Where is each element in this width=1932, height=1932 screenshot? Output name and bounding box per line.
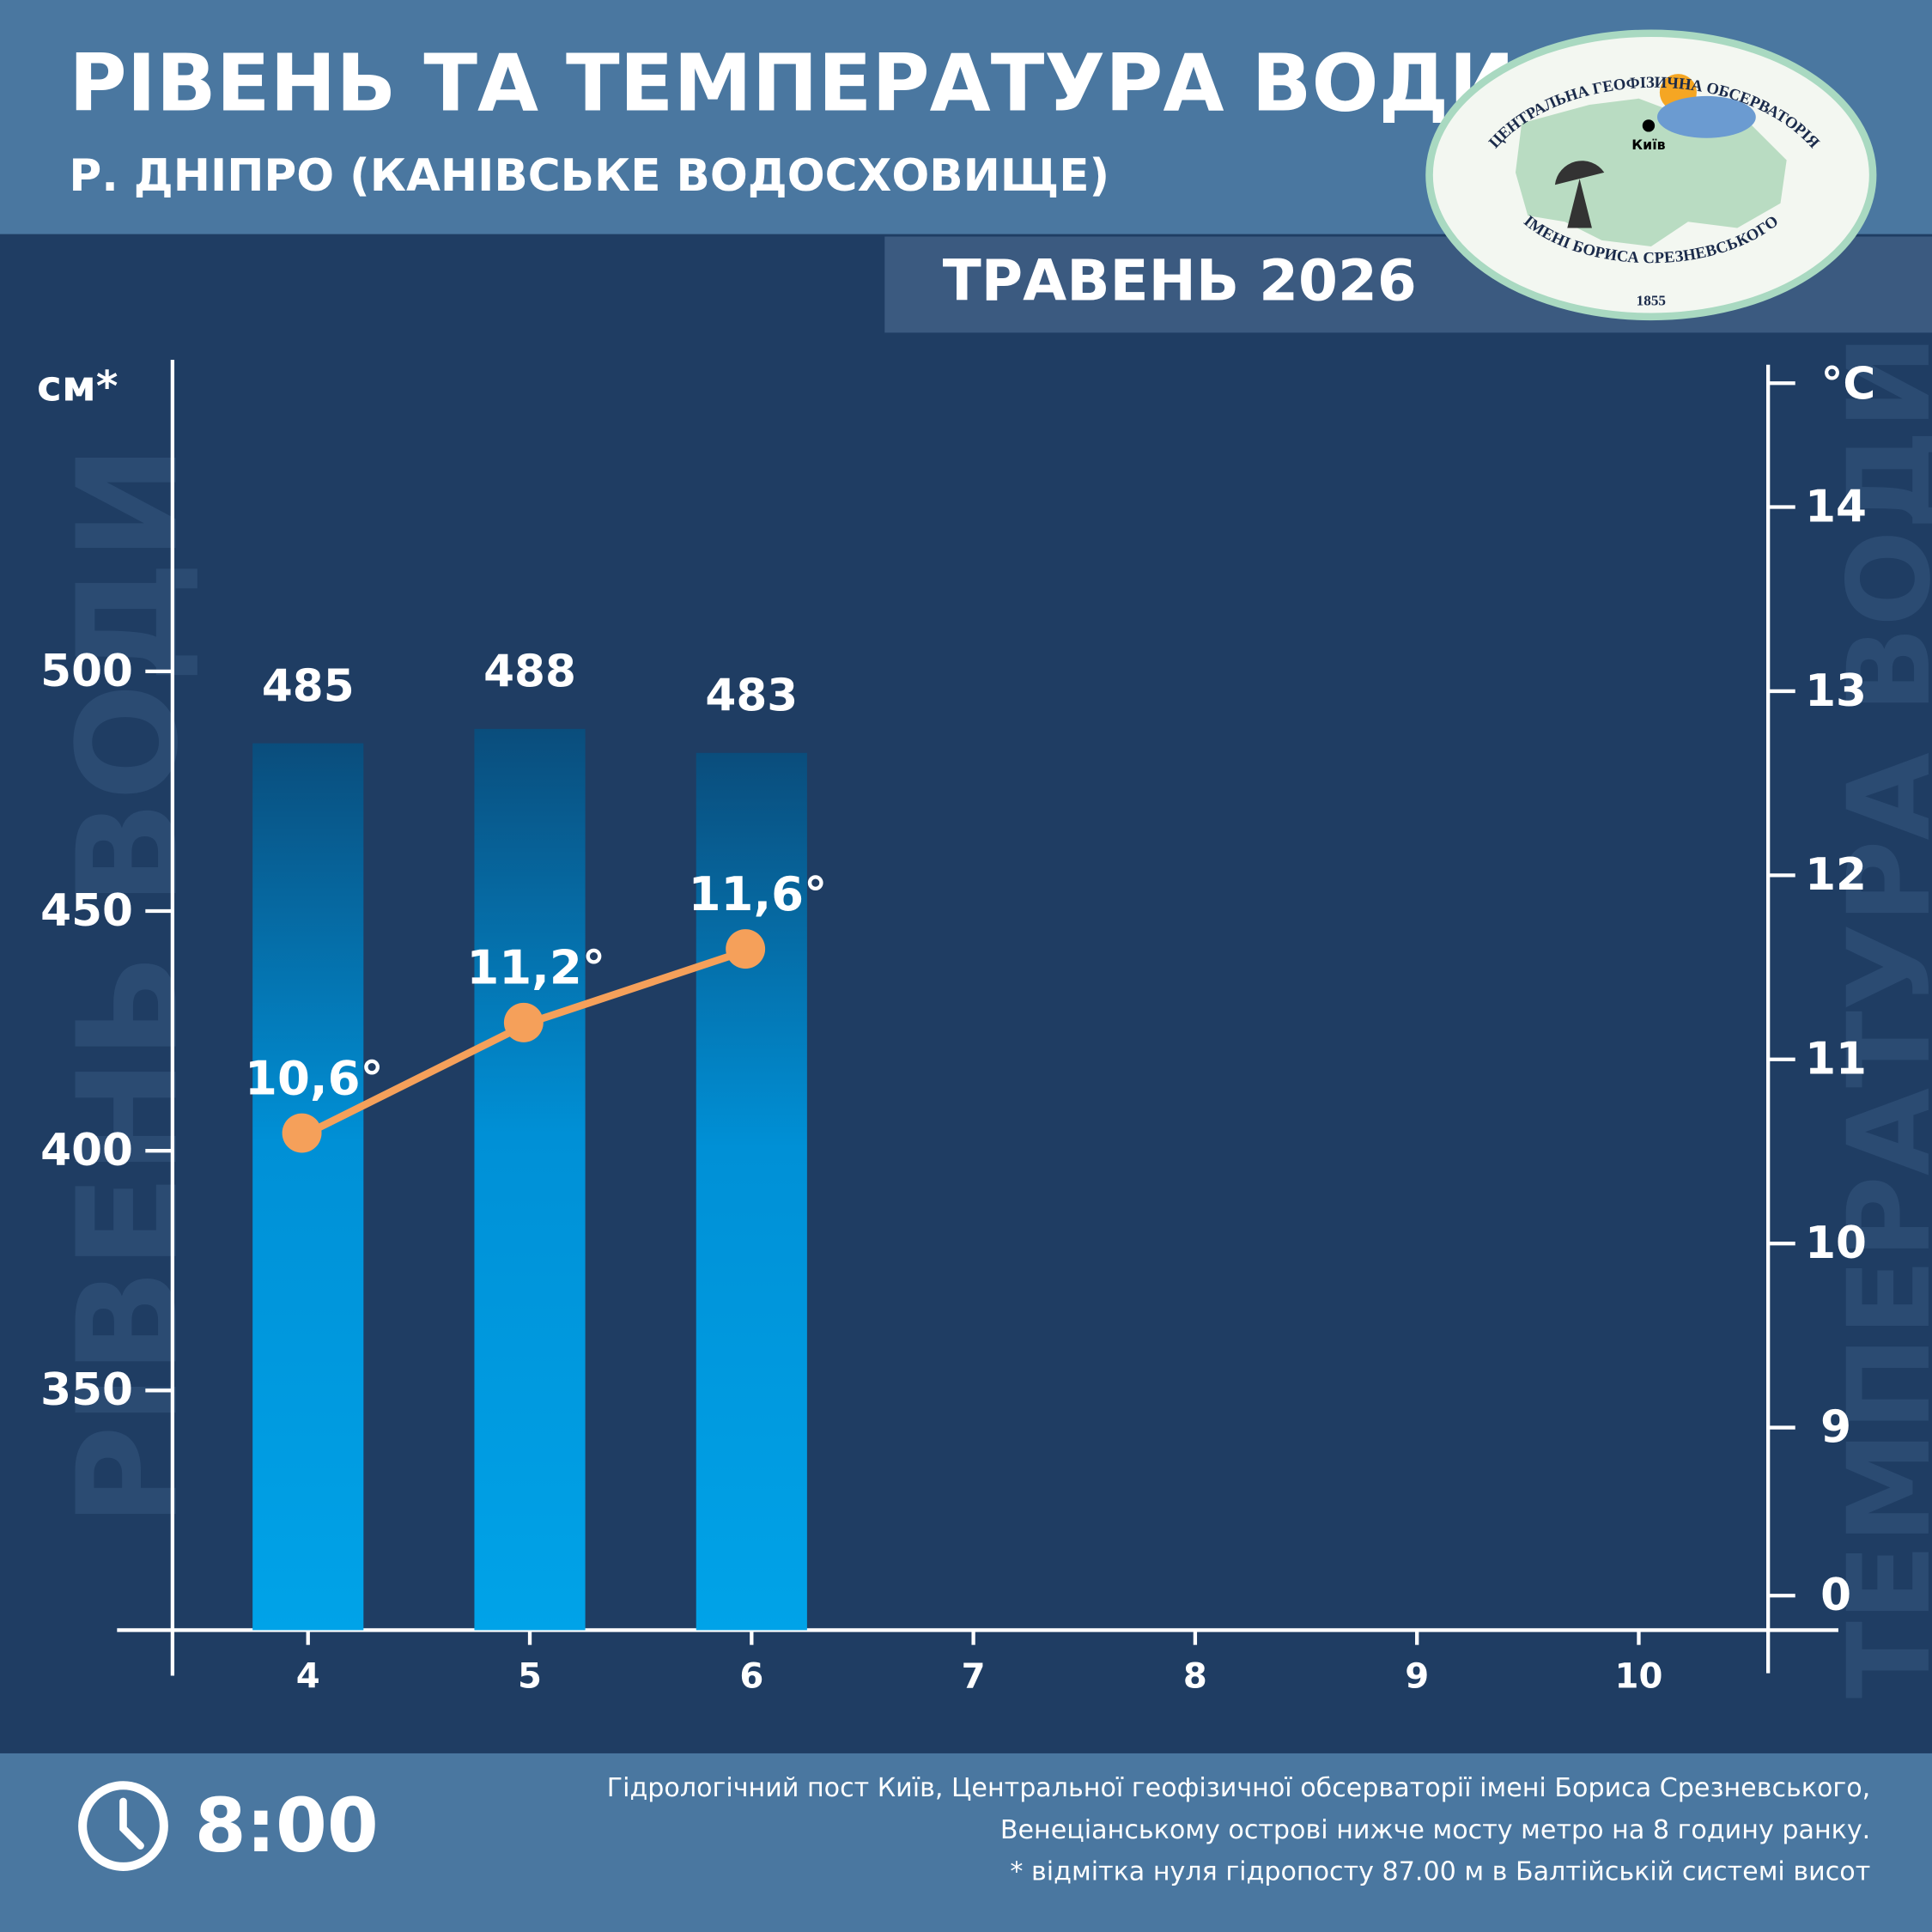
logo-antenna	[1554, 161, 1605, 228]
footer-line: Венеціанському острові нижче мосту метро…	[1000, 1815, 1870, 1845]
title: РІВЕНЬ ТА ТЕМПЕРАТУРА ВОДИ	[69, 38, 1515, 130]
bar	[252, 743, 364, 1631]
y2-watermark: ТЕМПЕРАТУРА ВОДИ	[1824, 335, 1932, 1699]
footer-line: * відмітка нуля гідропосту 87.00 м в Бал…	[1010, 1857, 1870, 1887]
temperature-point	[282, 1113, 322, 1153]
logo-year: 1855	[1637, 293, 1666, 309]
logo-cloud	[1657, 95, 1756, 138]
logo-city: Київ	[1631, 137, 1665, 153]
y-tick-label: 350	[40, 1364, 133, 1416]
x-tick-label: 10	[1615, 1656, 1663, 1696]
y-tick-label: 500	[40, 646, 133, 697]
y-watermark: РІВЕНЬ ВОДИ	[48, 445, 209, 1527]
y2-tick-label: 12	[1805, 849, 1867, 901]
temperature-label: 10,6°	[245, 1050, 384, 1105]
x-tick-label: 7	[962, 1656, 986, 1696]
y2-label: °C	[1821, 359, 1876, 410]
y2-tick-label: 14	[1805, 481, 1867, 532]
x-tick-label: 4	[296, 1656, 320, 1696]
time: 8:00	[195, 1783, 379, 1869]
clock-hands	[119, 1797, 144, 1850]
y-label: см*	[37, 361, 118, 410]
bar-value-label: 485	[262, 660, 355, 712]
y2-tick-label: 0	[1820, 1570, 1851, 1621]
period: ТРАВЕНЬ 2026	[943, 248, 1417, 314]
bar	[474, 728, 586, 1631]
bar-value-label: 488	[483, 647, 576, 698]
x-tick-label: 5	[518, 1656, 542, 1696]
x-tick-label: 6	[739, 1656, 763, 1696]
y2-tick-label: 13	[1805, 665, 1867, 717]
y2-tick-label: 9	[1820, 1401, 1851, 1453]
logo: Київ ЦЕНТРАЛЬНА ГЕОФІЗИЧНА ОБСЕРВАТОРІЯ …	[1425, 29, 1877, 321]
footer	[0, 1753, 1932, 1932]
temperature-point	[503, 1002, 544, 1042]
logo-city-dot	[1642, 119, 1656, 132]
x-tick-label: 8	[1183, 1656, 1207, 1696]
y-tick-label: 400	[40, 1125, 133, 1176]
bar-value-label: 483	[705, 671, 798, 722]
clock-icon	[78, 1781, 168, 1871]
temperature-label: 11,6°	[689, 866, 828, 921]
temperature-label: 11,2°	[466, 940, 605, 995]
plot: 350 400 450 500 0 9 10 11 12 13 14 4 5 6 7 8 9 10 485 488 48…	[40, 360, 1867, 1696]
y-tick-label: 450	[40, 885, 133, 937]
bar	[696, 752, 807, 1631]
x-tick-label: 9	[1405, 1656, 1429, 1696]
y2-tick-label: 10	[1805, 1218, 1867, 1269]
footer-line: Гідрологічний пост Київ, Центральної гео…	[607, 1773, 1871, 1803]
temperature-point	[726, 929, 766, 969]
y2-tick-label: 11	[1805, 1034, 1867, 1085]
subtitle: Р. ДНІПРО (КАНІВСЬКЕ ВОДОСХОВИЩЕ)	[69, 150, 1109, 202]
